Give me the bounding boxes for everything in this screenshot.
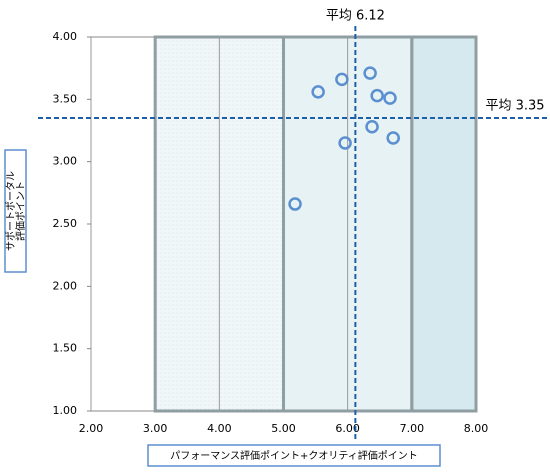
x-tick-label: 3.00 bbox=[143, 422, 168, 435]
y-tick-label: 3.50 bbox=[53, 92, 78, 105]
x-tick-label: 8.00 bbox=[464, 422, 489, 435]
point bbox=[363, 66, 377, 80]
mean-label: 平均 6.12 bbox=[326, 9, 385, 24]
y-label-box bbox=[4, 149, 27, 273]
point bbox=[335, 72, 349, 87]
point bbox=[383, 91, 397, 105]
y-axis-label: サポートポータル bbox=[5, 171, 17, 251]
y-tick-label: 2.00 bbox=[53, 279, 78, 292]
mean-label: 平均 3.35 bbox=[485, 99, 544, 114]
point bbox=[365, 120, 379, 134]
region-border bbox=[410, 35, 478, 413]
y-tick-label: 3.00 bbox=[53, 155, 78, 168]
y-tick-label: 4.00 bbox=[53, 30, 78, 43]
point bbox=[370, 88, 384, 103]
x-tick-label: 4.00 bbox=[207, 422, 232, 435]
y-tick-label: 1.50 bbox=[53, 342, 78, 355]
x-tick-label: 7.00 bbox=[400, 422, 425, 435]
x-tick-label: 6.00 bbox=[335, 422, 360, 435]
x-axis-label: パフォーマンス評価ポイント+クオリティ評価ポイント bbox=[170, 449, 418, 462]
point bbox=[311, 85, 325, 99]
y-tick-label: 2.50 bbox=[53, 217, 78, 230]
region bbox=[411, 37, 476, 411]
point bbox=[288, 197, 302, 211]
y-tick-label: 1.00 bbox=[53, 404, 78, 417]
point bbox=[338, 136, 352, 150]
x-label-box bbox=[147, 444, 441, 467]
x-tick-label: 2.00 bbox=[79, 422, 104, 435]
point bbox=[386, 131, 400, 145]
y-axis-label: 評価ポイント bbox=[14, 181, 27, 241]
x-tick-label: 5.00 bbox=[271, 422, 296, 435]
